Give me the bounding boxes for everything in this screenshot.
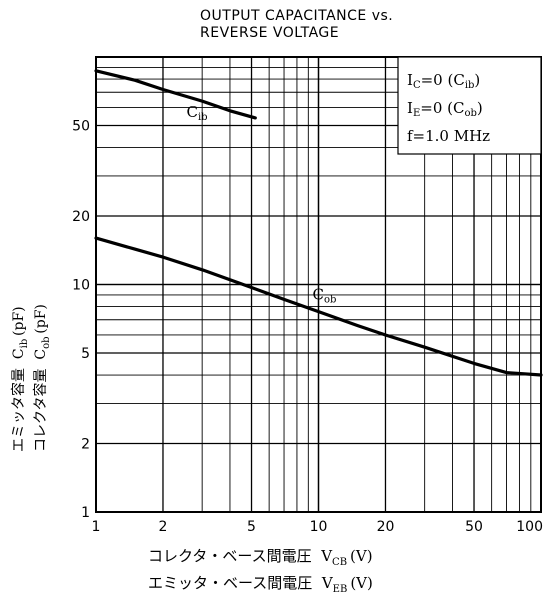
- plot-frame: [95, 56, 542, 513]
- x-tick-label: 1: [92, 519, 101, 535]
- y-tick-label: 1: [81, 505, 90, 521]
- chart-title-line-1: OUTPUT CAPACITANCE vs.: [200, 8, 394, 24]
- tick-labels: 1 2 5 10 20 50 100 1 2 5 10 20 50: [72, 118, 543, 535]
- series-line-cob: [94, 236, 543, 377]
- y-tick-label: 5: [81, 346, 90, 362]
- x-tick-label: 50: [465, 519, 483, 535]
- curves: [94, 69, 543, 377]
- legend-box: IC=0 (Cib) IE=0 (Cob) f=1.0 MHz: [397, 56, 542, 155]
- chart-title-line-2: REVERSE VOLTAGE: [200, 25, 340, 41]
- x-axis-label-line-1: コレクタ・ベース間電圧 VCB (V): [148, 547, 373, 568]
- y-tick-label: 10: [72, 278, 90, 294]
- series-label-cib: Cib: [186, 103, 207, 123]
- y-tick-label: 50: [72, 118, 90, 134]
- legend-box-frame: [397, 56, 542, 155]
- y-tick-label: 20: [72, 209, 90, 225]
- y-axis-label-line-2: コレクタ容量 Cob (pF): [33, 304, 52, 452]
- legend-line: IC=0 (Cib): [407, 71, 480, 91]
- legend-line: f=1.0 MHz: [407, 127, 490, 145]
- series-label-cob: Cob: [313, 285, 337, 305]
- x-axis-label-line-2: エミッタ・ベース間電圧 VEB (V): [148, 574, 373, 595]
- x-tick-label: 100: [516, 519, 543, 535]
- x-tick-label: 5: [247, 519, 256, 535]
- legend-line: IE=0 (Cob): [407, 99, 483, 119]
- x-tick-label: 10: [310, 519, 328, 535]
- series-labels: Cib Cob: [186, 103, 336, 305]
- y-axis-label-line-1: エミッタ容量 Cib (pF): [11, 306, 30, 452]
- series-line-cib: [94, 69, 257, 120]
- x-tick-label: 2: [159, 519, 168, 535]
- x-tick-label: 20: [377, 519, 395, 535]
- y-tick-label: 2: [81, 437, 90, 453]
